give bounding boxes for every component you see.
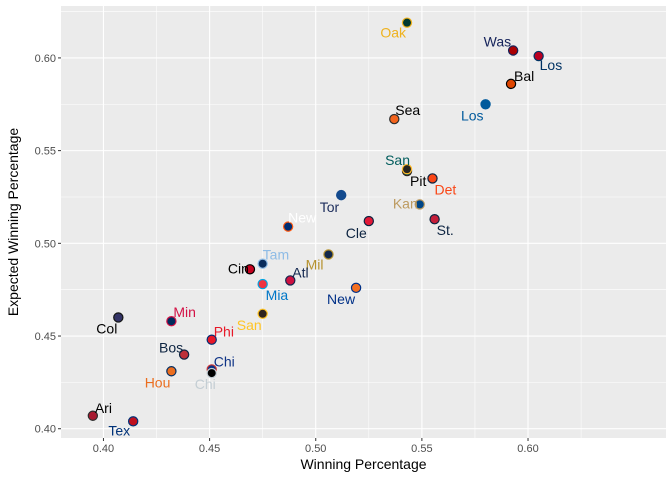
data-point [166, 366, 177, 377]
x-tick-label: 0.60 [517, 443, 538, 455]
point-label: San [385, 152, 410, 168]
data-points [87, 17, 544, 427]
x-axis-title: Winning Percentage [300, 456, 426, 472]
data-point [401, 163, 413, 175]
x-tick-label: 0.40 [93, 443, 114, 455]
point-label: Chi [214, 353, 235, 369]
point-label: Sea [395, 102, 420, 118]
data-point [206, 367, 217, 379]
y-tick-label: 0.50 [35, 238, 56, 250]
data-point [285, 275, 296, 286]
point-label: Oak [380, 25, 407, 41]
point-label: Pit [410, 173, 426, 189]
data-point [505, 78, 517, 90]
point-label: Los [461, 107, 484, 123]
point-label: Min [173, 304, 196, 320]
point-label: Ari [95, 400, 112, 416]
data-point [389, 113, 400, 125]
data-point [401, 17, 413, 28]
data-point [323, 249, 334, 260]
data-point [257, 278, 268, 290]
point-label: St. [437, 222, 454, 238]
point-label: Tex [108, 422, 130, 438]
point-label: Det [434, 181, 456, 197]
data-point [480, 99, 491, 110]
point-label: Kan [393, 195, 418, 211]
y-tick-label: 0.40 [35, 424, 56, 436]
data-point [414, 199, 425, 210]
data-point [336, 189, 347, 201]
point-label: Cle [346, 225, 367, 241]
x-tick-label: 0.55 [411, 443, 432, 455]
y-axis-title: Expected Winning Percentage [5, 128, 21, 317]
point-label: New [288, 210, 317, 226]
point-label: Hou [145, 374, 171, 390]
y-axis-ticks: 0.40 0.45 0.50 0.55 0.60 [35, 53, 61, 436]
point-label: Bal [514, 68, 534, 84]
point-label: Atl [292, 264, 308, 280]
point-label: Chi [195, 376, 216, 392]
data-point [257, 258, 268, 269]
y-tick-label: 0.55 [35, 146, 56, 158]
point-label: Col [96, 320, 117, 336]
data-point [127, 416, 139, 427]
panel-background [61, 6, 666, 438]
x-axis-ticks: 0.40 0.45 0.50 0.55 0.60 [93, 438, 539, 455]
point-label: New [327, 291, 356, 307]
data-point [257, 308, 268, 319]
data-point [350, 282, 362, 294]
y-tick-label: 0.60 [35, 53, 56, 65]
data-point [244, 264, 256, 275]
grid-major [61, 6, 666, 438]
data-point [507, 45, 519, 56]
data-point [166, 315, 177, 327]
data-point [113, 312, 124, 323]
point-label: San [237, 317, 262, 333]
x-tick-label: 0.50 [305, 443, 326, 455]
data-point [178, 349, 190, 360]
data-point [429, 214, 440, 225]
point-label: Was [484, 33, 511, 49]
grid-minor [61, 6, 666, 438]
point-label: Phi [214, 324, 234, 340]
point-label: Cin [228, 260, 249, 276]
point-label: Mia [266, 287, 289, 303]
point-label: Tor [320, 199, 340, 215]
data-point [533, 50, 544, 62]
data-point [87, 410, 99, 421]
data-point [282, 221, 294, 232]
point-label: Bos [159, 340, 183, 356]
x-tick-label: 0.45 [199, 443, 220, 455]
point-label: Tam [263, 247, 289, 263]
data-point [206, 334, 217, 345]
y-tick-label: 0.45 [35, 331, 56, 343]
data-point [363, 215, 375, 227]
data-point [427, 173, 438, 184]
point-label: Mil [306, 256, 324, 272]
point-label: Los [540, 57, 563, 73]
